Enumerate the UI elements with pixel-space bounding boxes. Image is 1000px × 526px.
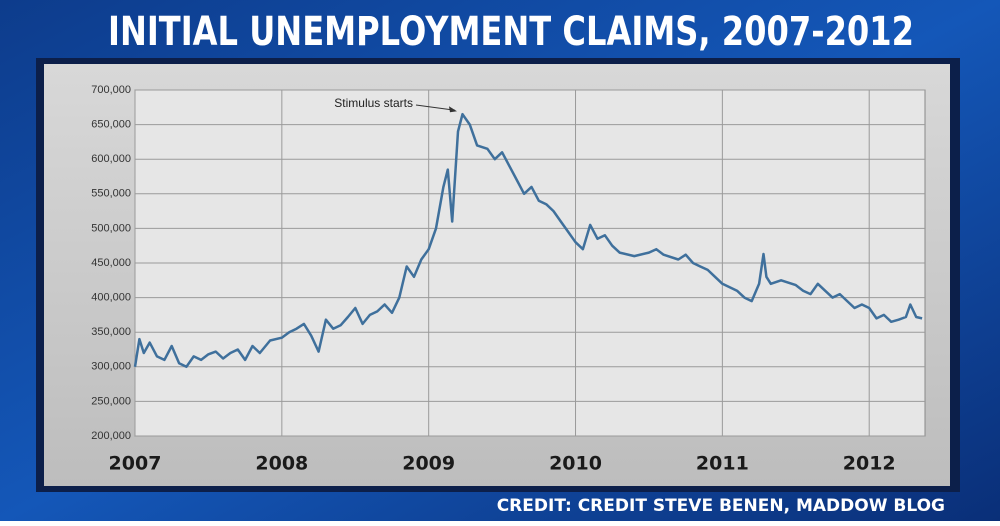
annotation-arrow bbox=[415, 104, 456, 111]
x-tick-label: 2010 bbox=[549, 453, 602, 475]
y-tick-label: 300,000 bbox=[91, 361, 131, 373]
data-line bbox=[133, 112, 923, 369]
y-tick-label: 650,000 bbox=[91, 119, 131, 131]
credit: CREDIT: CREDIT STEVE BENEN, MADDOW BLOG bbox=[497, 496, 945, 516]
x-tick-label: 2011 bbox=[696, 453, 749, 475]
annotation: Stimulus starts bbox=[334, 96, 413, 110]
y-tick-label: 500,000 bbox=[91, 222, 131, 234]
y-tick-label: 450,000 bbox=[91, 257, 131, 269]
y-tick-label: 350,000 bbox=[91, 326, 131, 338]
y-tick-label: 400,000 bbox=[91, 292, 131, 304]
x-tick-label: 2007 bbox=[109, 453, 162, 475]
annotation-arrowhead bbox=[448, 106, 457, 113]
y-tick-label: 550,000 bbox=[91, 188, 131, 200]
y-tick-label: 250,000 bbox=[91, 395, 131, 407]
x-tick-label: 2012 bbox=[843, 453, 896, 475]
x-tick-label: 2008 bbox=[255, 453, 308, 475]
y-tick-label: 600,000 bbox=[91, 153, 131, 165]
y-tick-label: 700,000 bbox=[91, 84, 131, 96]
title: INITIAL UNEMPLOYMENT CLAIMS, 2007-2012 bbox=[108, 9, 914, 55]
y-tick-label: 200,000 bbox=[91, 430, 131, 442]
x-tick-label: 2009 bbox=[402, 453, 455, 475]
